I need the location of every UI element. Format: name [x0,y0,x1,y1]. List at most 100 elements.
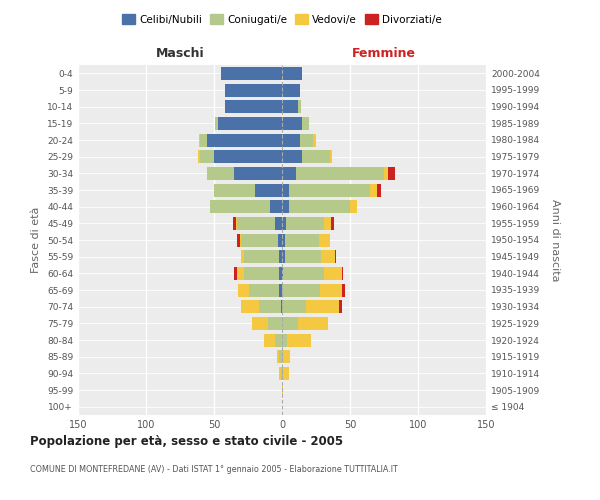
Bar [214,150,282,163]
Bar [250,284,279,296]
Bar [324,217,331,230]
Bar [285,234,319,246]
Bar [282,367,283,380]
Bar [370,184,377,196]
Bar [342,284,344,296]
Bar [275,334,282,346]
Bar [302,117,309,130]
Bar [238,284,250,296]
Text: Maschi: Maschi [155,47,205,60]
Bar [233,217,236,230]
Bar [244,267,279,280]
Bar [268,317,282,330]
Bar [289,184,370,196]
Bar [388,167,395,180]
Bar [241,250,244,263]
Bar [207,134,282,146]
Bar [259,300,281,313]
Bar [282,284,320,296]
Bar [331,217,334,230]
Bar [281,367,282,380]
Text: Femmine: Femmine [352,47,416,60]
Bar [350,200,357,213]
Bar [279,267,282,280]
Bar [244,250,279,263]
Bar [339,300,342,313]
Bar [279,250,282,263]
Bar [302,150,329,163]
Bar [282,134,299,146]
Bar [236,217,237,230]
Bar [298,100,301,113]
Bar [329,150,332,163]
Bar [225,100,282,113]
Bar [240,234,241,246]
Bar [218,117,282,130]
Text: COMUNE DI MONTEFREDANE (AV) - Dati ISTAT 1° gennaio 2005 - Elaborazione TUTTITAL: COMUNE DI MONTEFREDANE (AV) - Dati ISTAT… [30,465,398,474]
Bar [282,167,296,180]
Bar [237,267,244,280]
Bar [283,367,289,380]
Bar [214,184,255,196]
Bar [286,217,324,230]
Bar [199,134,200,146]
Bar [283,267,324,280]
Bar [277,350,279,363]
Bar [255,184,282,196]
Bar [215,117,218,130]
Bar [282,200,289,213]
Bar [197,150,200,163]
Bar [384,167,388,180]
Bar [282,234,285,246]
Bar [282,300,307,313]
Bar [279,350,282,363]
Bar [282,100,298,113]
Bar [298,317,328,330]
Bar [289,200,350,213]
Bar [200,134,207,146]
Bar [320,284,342,296]
Bar [282,184,289,196]
Bar [241,300,259,313]
Bar [237,217,275,230]
Bar [235,167,282,180]
Bar [313,134,316,146]
Bar [282,317,298,330]
Bar [282,67,302,80]
Bar [265,334,275,346]
Bar [324,267,342,280]
Bar [279,284,282,296]
Text: Popolazione per età, sesso e stato civile - 2005: Popolazione per età, sesso e stato civil… [30,435,343,448]
Bar [281,300,282,313]
Bar [283,350,290,363]
Bar [342,267,343,280]
Bar [278,234,282,246]
Bar [299,134,313,146]
Bar [287,334,311,346]
Y-axis label: Fasce di età: Fasce di età [31,207,41,273]
Bar [279,367,281,380]
Bar [210,200,270,213]
Bar [252,317,268,330]
Bar [200,150,214,163]
Bar [282,84,299,96]
Bar [237,234,240,246]
Bar [225,84,282,96]
Bar [207,167,235,180]
Bar [282,384,283,396]
Bar [282,334,287,346]
Bar [275,217,282,230]
Bar [270,200,282,213]
Bar [282,150,302,163]
Bar [241,234,278,246]
Bar [282,250,285,263]
Bar [322,250,335,263]
Bar [377,184,381,196]
Bar [235,267,237,280]
Bar [282,350,283,363]
Y-axis label: Anni di nascita: Anni di nascita [550,198,560,281]
Bar [285,250,322,263]
Bar [282,217,286,230]
Bar [296,167,384,180]
Bar [282,267,283,280]
